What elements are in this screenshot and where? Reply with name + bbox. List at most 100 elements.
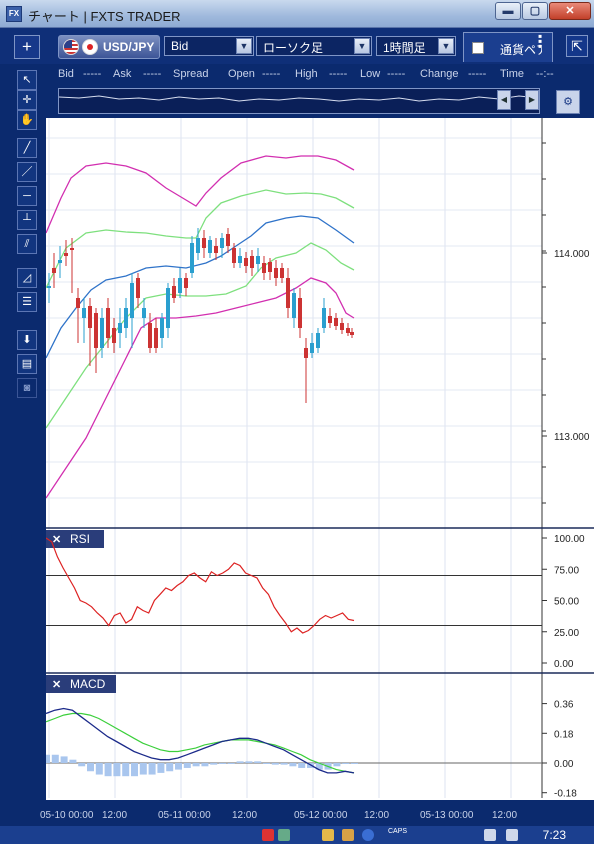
currency-pair-tab[interactable]: 通貨ペア bbox=[463, 32, 553, 62]
cursor-icon[interactable]: ↖ bbox=[17, 70, 37, 90]
macd-header bbox=[46, 675, 116, 693]
chart-area[interactable]: 114.000 113.000 ✕ RSI 100.00 75.00 50.00 25.00 0… bbox=[46, 118, 594, 804]
macd-histogram-bar bbox=[148, 763, 156, 775]
expand-icon[interactable]: ⇱ bbox=[566, 35, 588, 57]
candle-body bbox=[262, 263, 266, 273]
macd-histogram-bar bbox=[298, 763, 306, 768]
tray-app-icon[interactable] bbox=[278, 829, 290, 841]
macd-histogram-bar bbox=[175, 763, 182, 770]
scroll-right-icon[interactable]: ▶ bbox=[525, 90, 539, 110]
candle-body bbox=[106, 308, 110, 338]
candle-body bbox=[334, 318, 338, 326]
alert-icon[interactable] bbox=[262, 829, 274, 841]
macd-histogram-bar bbox=[122, 763, 130, 777]
symbol-selector[interactable]: USD/JPY bbox=[58, 35, 160, 59]
price-type-select[interactable]: Bid ▼ bbox=[164, 36, 254, 56]
add-chart-button[interactable]: + bbox=[14, 35, 40, 59]
vertical-line-icon[interactable]: ┴ bbox=[17, 210, 37, 230]
folder-icon[interactable] bbox=[322, 829, 334, 841]
candle-body bbox=[322, 308, 326, 328]
title-bar: FX チャート | FXTS TRADER ▬ ▢ ✕ bbox=[0, 0, 594, 28]
time-tick-label: 05-12 00:00 bbox=[294, 810, 348, 821]
arrow-down-icon[interactable]: ⬇ bbox=[17, 330, 37, 350]
macd-histogram-bar bbox=[166, 763, 174, 772]
taskbar: CAPS 7:23 bbox=[0, 826, 594, 844]
candle-body bbox=[304, 348, 308, 358]
candle-body bbox=[226, 234, 230, 246]
chevron-down-icon[interactable]: ▼ bbox=[236, 38, 252, 54]
channel-icon[interactable]: ⫽ bbox=[17, 234, 37, 254]
candle-body bbox=[58, 260, 62, 263]
scroll-left-icon[interactable]: ◀ bbox=[497, 90, 511, 110]
candle-body bbox=[184, 278, 188, 288]
overview-line bbox=[58, 95, 540, 102]
macd-histogram-bar bbox=[351, 763, 358, 764]
maximize-button[interactable]: ▢ bbox=[522, 2, 548, 20]
menu-icon[interactable]: ▪ ▪ ▪ bbox=[538, 29, 543, 53]
ask-label: Ask bbox=[113, 68, 132, 80]
chart-toolbar: + USD/JPY Bid ▼ ローソク足 ▼ 1時間足 ▼ 通貨ペア ▪▪▪ … bbox=[0, 28, 594, 64]
candle-body bbox=[238, 256, 242, 263]
candle-body bbox=[166, 288, 170, 328]
symbol-label: USD/JPY bbox=[103, 40, 155, 54]
macd-histogram-bar bbox=[271, 763, 279, 765]
horizontal-line-icon[interactable]: ─ bbox=[17, 186, 37, 206]
overview-mini-chart[interactable] bbox=[58, 88, 540, 114]
candle-body bbox=[340, 323, 344, 330]
macd-close-icon: ✕ bbox=[52, 679, 61, 691]
candle-body bbox=[220, 238, 224, 248]
chevron-down-icon[interactable]: ▼ bbox=[438, 38, 454, 54]
open-value: ----- bbox=[262, 68, 281, 80]
trendline-icon[interactable]: ╱ bbox=[17, 138, 37, 158]
macd-histogram-bar bbox=[139, 763, 147, 775]
candle-body bbox=[178, 278, 182, 293]
list-icon[interactable]: ▤ bbox=[17, 354, 37, 374]
macd-histogram-bar bbox=[183, 763, 191, 768]
macd-histogram-bar bbox=[192, 763, 200, 767]
candle-body bbox=[52, 268, 56, 273]
price-tick-label: 114.000 bbox=[554, 249, 590, 260]
macd-histogram-bar bbox=[315, 763, 323, 770]
macd-signal-line bbox=[46, 712, 355, 774]
currency-pair-checkbox[interactable] bbox=[472, 42, 484, 54]
volume-icon[interactable] bbox=[506, 829, 518, 841]
us-flag-icon bbox=[63, 39, 79, 55]
candle-body bbox=[292, 293, 296, 318]
time-label: Time bbox=[500, 68, 525, 80]
minimize-button[interactable]: ▬ bbox=[495, 2, 521, 20]
bid-value: ----- bbox=[83, 68, 102, 80]
moving-average-line bbox=[46, 215, 355, 359]
low-label: Low bbox=[360, 68, 381, 80]
time-tick-label: 12:00 bbox=[492, 810, 518, 821]
camera-icon[interactable]: ◙ bbox=[17, 378, 37, 398]
change-label: Change bbox=[420, 68, 459, 80]
fib-retracement-icon[interactable]: ☰ bbox=[17, 292, 37, 312]
help-icon[interactable] bbox=[362, 829, 374, 841]
time-tick-label: 05-13 00:00 bbox=[420, 810, 474, 821]
crosshair-icon[interactable]: ✛ bbox=[17, 90, 37, 110]
time-tick-label: 12:00 bbox=[364, 810, 390, 821]
price-type-value: Bid bbox=[171, 39, 189, 53]
candle-body bbox=[130, 283, 134, 318]
package-icon[interactable] bbox=[342, 829, 354, 841]
macd-histogram-bar bbox=[46, 754, 50, 763]
close-window-button[interactable]: ✕ bbox=[549, 2, 591, 20]
bollinger-upper-inner bbox=[46, 189, 355, 289]
hand-icon[interactable]: ✋ bbox=[17, 110, 37, 130]
candle-body bbox=[136, 278, 140, 298]
window-title: チャート | FXTS TRADER bbox=[28, 9, 181, 24]
chart-type-select[interactable]: ローソク足 ▼ bbox=[256, 36, 372, 56]
candle-body bbox=[190, 243, 194, 273]
macd-histogram-bar bbox=[157, 763, 165, 773]
rsi-tick-label: 25.00 bbox=[554, 628, 579, 639]
candle-body bbox=[316, 333, 320, 348]
timeframe-select[interactable]: 1時間足 ▼ bbox=[376, 36, 456, 56]
fibonacci-icon[interactable]: ◿ bbox=[17, 268, 37, 288]
chart-settings-icon[interactable]: ⚙ bbox=[556, 90, 580, 114]
chevron-down-icon[interactable]: ▼ bbox=[354, 38, 370, 54]
network-icon[interactable] bbox=[484, 829, 496, 841]
candle-body bbox=[124, 308, 128, 328]
candle-body bbox=[160, 318, 164, 338]
line-icon[interactable]: ／ bbox=[17, 162, 37, 182]
